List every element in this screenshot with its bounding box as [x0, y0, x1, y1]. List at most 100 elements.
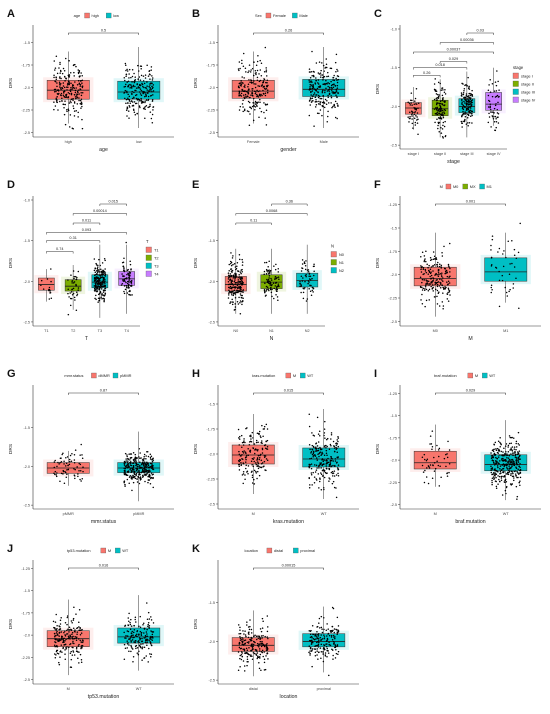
data-point — [333, 486, 336, 489]
p-value-label: 0.029 — [449, 57, 459, 61]
data-point — [260, 630, 263, 633]
data-point — [243, 639, 246, 642]
data-point — [309, 633, 312, 635]
data-point — [440, 264, 443, 267]
data-point — [424, 284, 427, 286]
legend-title: M — [440, 184, 443, 189]
data-point — [323, 434, 325, 437]
data-point — [80, 103, 82, 105]
data-point — [238, 61, 241, 63]
data-point — [449, 271, 451, 273]
data-point — [439, 109, 441, 112]
data-point — [497, 113, 500, 115]
data-point — [255, 91, 257, 93]
data-point — [135, 635, 137, 637]
data-point — [145, 95, 147, 97]
data-point — [72, 127, 74, 130]
data-point — [508, 463, 511, 466]
data-point — [247, 92, 249, 95]
data-point — [409, 116, 411, 118]
data-point — [326, 647, 328, 650]
data-point — [237, 460, 240, 462]
data-point — [60, 92, 63, 95]
data-point — [123, 658, 126, 660]
data-point — [519, 480, 521, 482]
data-point — [238, 641, 241, 644]
data-point — [238, 82, 241, 85]
data-point — [332, 91, 334, 93]
data-point — [236, 301, 239, 303]
data-point — [139, 630, 142, 633]
data-point — [138, 83, 141, 86]
data-point — [252, 437, 254, 439]
x-tick-label: T3 — [98, 329, 102, 333]
data-point — [68, 463, 71, 466]
data-point — [254, 70, 257, 72]
data-point — [302, 291, 305, 294]
legend-entry: high — [92, 13, 99, 18]
data-point — [62, 67, 65, 70]
data-point — [516, 463, 519, 465]
data-point — [125, 286, 128, 288]
data-point — [432, 258, 435, 260]
data-point — [436, 96, 438, 99]
data-point — [309, 81, 312, 83]
data-point — [143, 91, 145, 93]
data-point — [126, 635, 129, 637]
data-point — [504, 479, 506, 482]
data-point — [496, 70, 498, 72]
data-point — [304, 262, 306, 265]
data-point — [130, 618, 132, 621]
data-point — [262, 620, 264, 622]
data-point — [239, 647, 242, 650]
data-point — [309, 86, 311, 88]
data-point — [231, 286, 233, 289]
data-point — [97, 277, 100, 279]
data-point — [239, 435, 241, 438]
y-axis-title: DRS — [193, 78, 199, 88]
data-point — [149, 462, 152, 465]
data-point — [317, 82, 319, 84]
data-point — [498, 270, 500, 273]
data-point — [463, 96, 466, 99]
data-point — [321, 91, 324, 94]
data-point — [102, 291, 105, 293]
data-point — [231, 291, 234, 293]
data-point — [325, 103, 328, 105]
data-point — [319, 434, 321, 437]
data-point — [238, 276, 241, 278]
data-point — [251, 658, 254, 661]
data-point — [309, 652, 311, 655]
data-point — [131, 90, 133, 93]
data-point — [241, 655, 243, 658]
data-point — [471, 89, 473, 92]
data-point — [334, 464, 336, 467]
significance-bracket — [435, 203, 506, 206]
data-point — [319, 76, 322, 78]
data-point — [141, 461, 144, 463]
data-point — [128, 293, 130, 296]
y-tick-label: -1.5 — [23, 239, 30, 243]
data-point — [147, 92, 149, 94]
data-point — [263, 71, 266, 73]
data-point — [78, 643, 80, 646]
legend-entry: stage I — [521, 73, 533, 78]
data-point — [141, 462, 143, 465]
data-point — [129, 102, 131, 105]
data-point — [315, 469, 318, 471]
data-point — [145, 94, 147, 96]
data-point — [239, 293, 242, 295]
data-point — [334, 657, 337, 659]
data-point — [252, 643, 255, 646]
data-point — [435, 288, 437, 291]
data-point — [50, 280, 52, 283]
data-point — [443, 245, 445, 248]
data-point — [75, 87, 77, 89]
data-point — [308, 68, 311, 70]
data-point — [147, 90, 150, 92]
data-point — [492, 459, 495, 462]
data-point — [78, 462, 80, 465]
data-point — [147, 455, 150, 458]
data-point — [240, 95, 243, 97]
data-point — [239, 637, 242, 639]
